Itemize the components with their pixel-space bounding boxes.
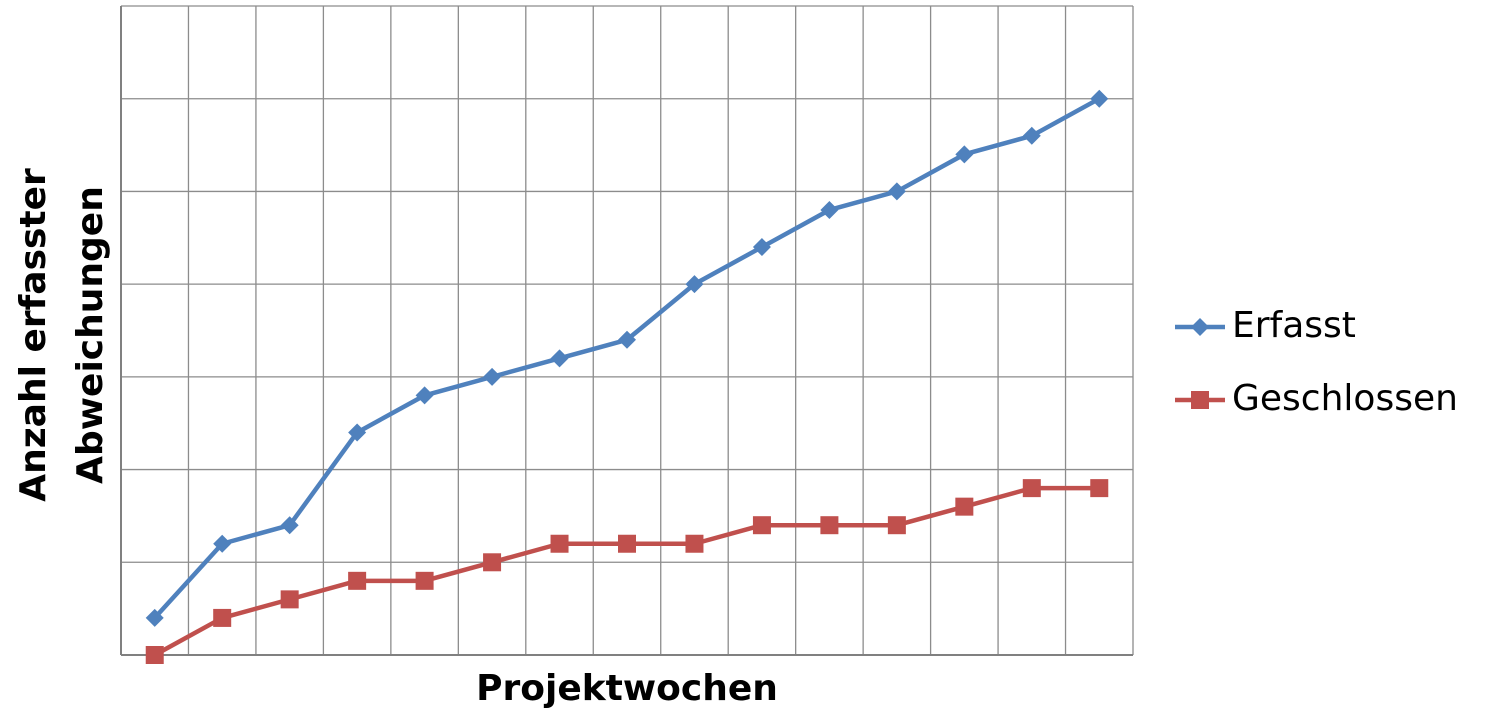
data-point (213, 534, 232, 553)
y-axis-title-line: Abweichungen (70, 186, 111, 484)
data-point (483, 553, 502, 572)
data-point (415, 386, 434, 405)
data-point (415, 571, 434, 590)
data-point (820, 516, 839, 535)
data-point (1090, 89, 1109, 108)
data-point (887, 516, 906, 535)
x-axis-title: Projektwochen (476, 668, 778, 709)
data-point (145, 608, 164, 627)
data-point (955, 497, 974, 516)
legend-marker (1191, 318, 1209, 336)
data-point (1090, 479, 1109, 498)
y-axis-title: Anzahl erfasster Abweichungen (13, 168, 111, 502)
data-point (348, 571, 367, 590)
data-point (685, 275, 704, 294)
data-point (213, 608, 232, 627)
legend-marker (1191, 391, 1209, 409)
y-axis-title-line: Anzahl erfasster (13, 168, 54, 502)
data-point (550, 349, 569, 368)
legend-label: Erfasst (1232, 305, 1356, 346)
data-point (550, 534, 569, 553)
data-point (1022, 479, 1041, 498)
data-point (280, 516, 299, 535)
data-point (618, 330, 636, 349)
data-point (752, 516, 771, 535)
data-point (145, 646, 164, 664)
data-point (887, 182, 906, 201)
legend-label: Geschlossen (1232, 378, 1458, 419)
data-point (820, 200, 839, 219)
data-point (618, 534, 636, 553)
data-point (955, 145, 974, 164)
data-point (348, 423, 367, 442)
data-point (752, 238, 771, 257)
data-point (483, 367, 502, 386)
data-point (685, 534, 704, 553)
data-point (1022, 126, 1041, 145)
data-point (280, 590, 299, 609)
